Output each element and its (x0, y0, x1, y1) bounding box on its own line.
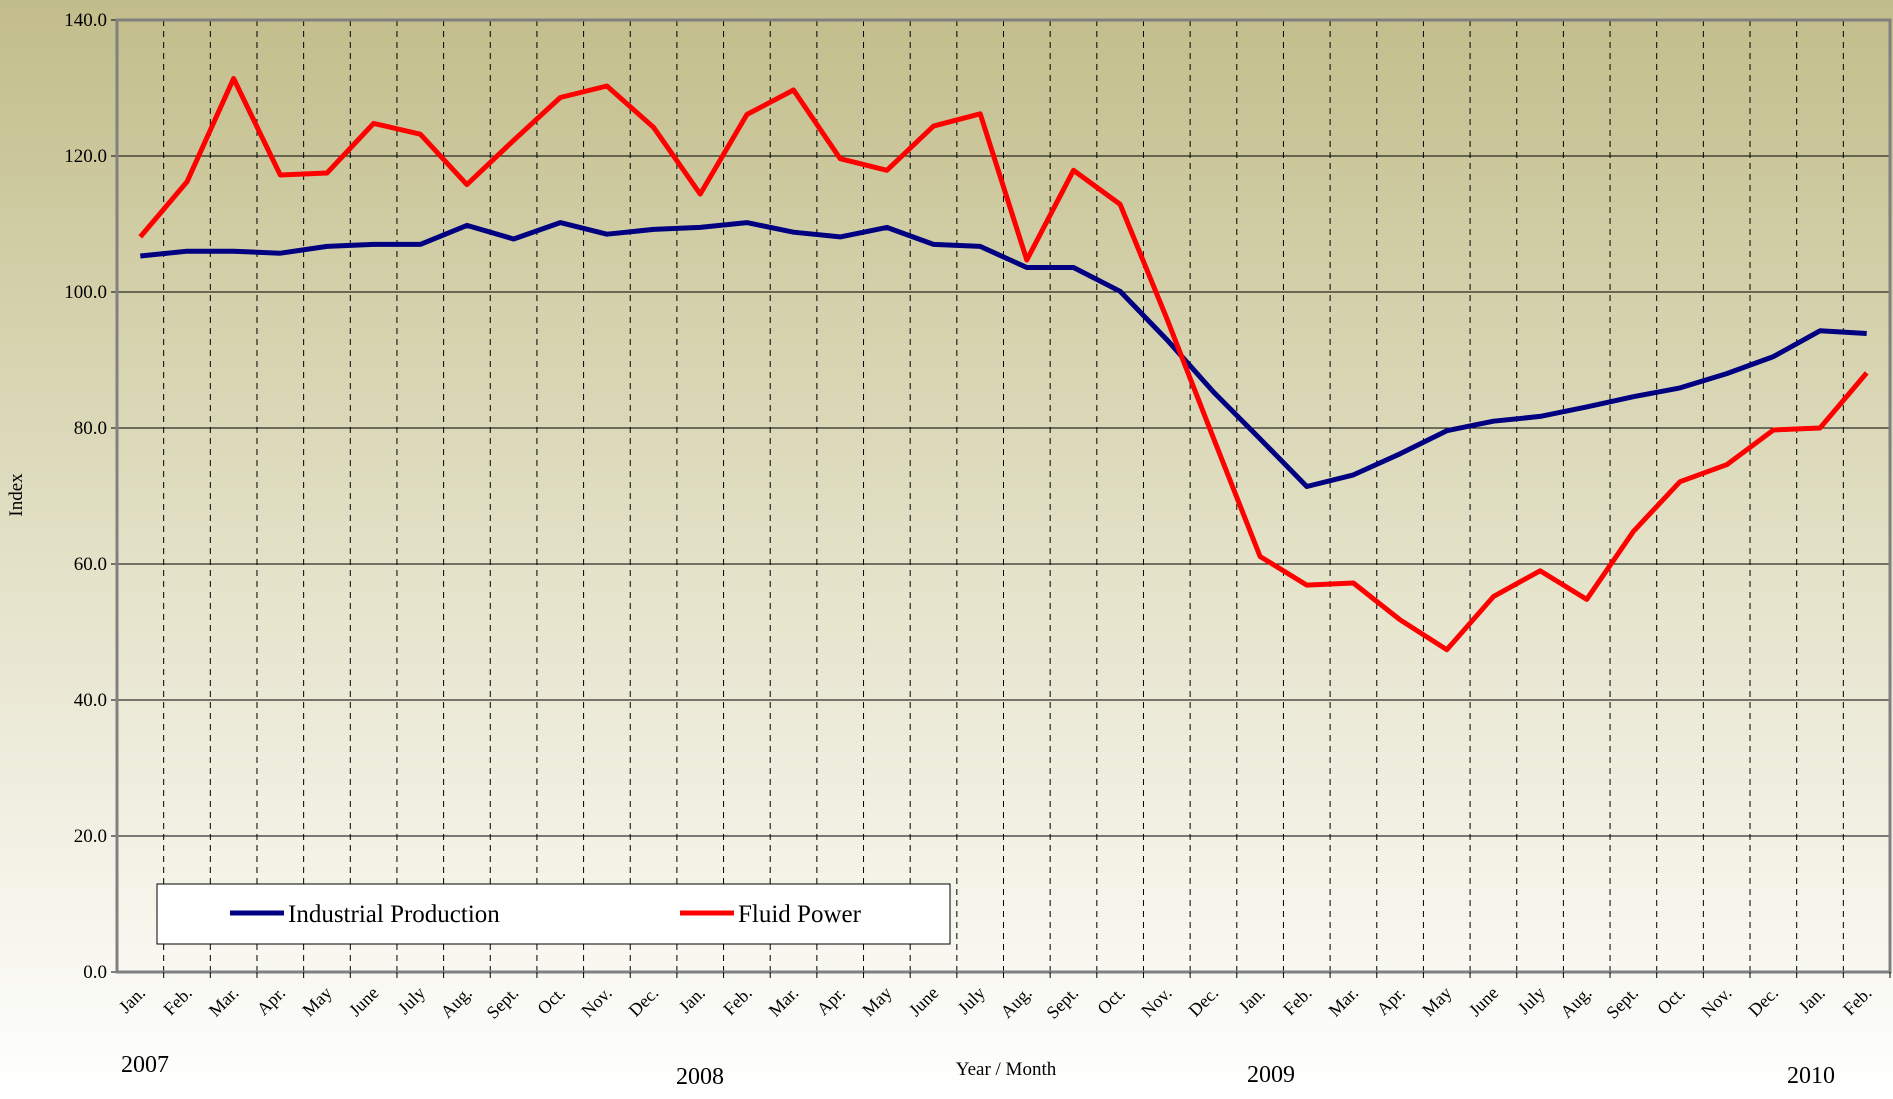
y-tick-label: 80.0 (74, 418, 107, 439)
y-tick-label: 100.0 (64, 282, 107, 303)
year-label: 2009 (1247, 1062, 1295, 1088)
y-tick-label: 140.0 (64, 10, 107, 31)
legend-label: Industrial Production (288, 901, 500, 928)
legend-box (156, 883, 951, 945)
legend-label: Fluid Power (738, 901, 862, 928)
y-tick-label: 0.0 (83, 962, 107, 983)
year-label: 2008 (676, 1064, 724, 1090)
y-tick-label: 120.0 (64, 146, 107, 167)
y-tick-label: 60.0 (74, 554, 107, 575)
line-series (140, 220, 1867, 489)
year-label: 2007 (121, 1052, 169, 1078)
line-series (138, 76, 1869, 653)
x-axis-title: Year / Month (956, 1059, 1057, 1080)
y-tick-label: 20.0 (74, 826, 107, 847)
year-label: 2010 (1787, 1063, 1835, 1089)
y-tick-label: 40.0 (74, 690, 107, 711)
y-axis-title: Index (6, 473, 27, 517)
